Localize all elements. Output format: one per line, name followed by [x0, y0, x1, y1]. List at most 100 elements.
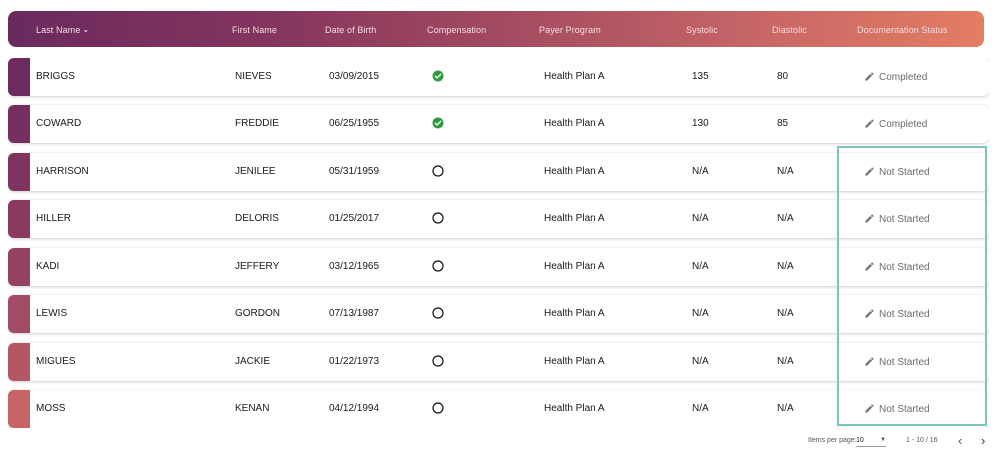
dropdown-caret-icon: ▼ [880, 437, 886, 443]
first-name-cell: GORDON [235, 308, 280, 319]
documentation-status-button[interactable]: Completed [864, 71, 927, 83]
table-row[interactable]: LEWIS GORDON 07/13/1987 Health Plan A N/A N/A… [8, 295, 989, 333]
systolic-cell: N/A [692, 403, 709, 414]
dob-cell: 06/25/1955 [329, 118, 380, 129]
chevron-down-icon[interactable]: ⌄ [82, 25, 90, 34]
row-color-swatch [8, 343, 30, 381]
dob-cell: 04/12/1994 [329, 403, 380, 414]
dob-cell: 03/09/2015 [329, 71, 380, 82]
payer-program-cell: Health Plan A [544, 403, 605, 414]
empty-circle-icon [432, 260, 444, 272]
pencil-icon [864, 262, 879, 273]
dob-cell: 01/22/1973 [329, 356, 380, 367]
last-name-cell: LEWIS [36, 308, 68, 319]
page-range: 1 - 10 / 16 [906, 437, 938, 444]
documentation-status-label: Not Started [879, 404, 930, 415]
pencil-icon [864, 167, 879, 178]
patient-table-body: BRIGGS NIEVES 03/09/2015 Health Plan A 135 80… [8, 58, 989, 428]
documentation-status-button[interactable]: Not Started [864, 403, 930, 415]
check-circle-icon [432, 70, 444, 82]
documentation-status-label: Not Started [879, 309, 930, 320]
systolic-cell: N/A [692, 308, 709, 319]
row-color-swatch [8, 390, 30, 428]
first-name-cell: JACKIE [235, 356, 271, 367]
table-row[interactable]: HILLER DELORIS 01/25/2017 Health Plan A N/A N… [8, 200, 989, 238]
row-color-swatch [8, 200, 30, 238]
documentation-status-button[interactable]: Not Started [864, 356, 930, 368]
diastolic-cell: N/A [777, 308, 794, 319]
row-color-swatch [8, 153, 30, 191]
pagination-bar: Items per page: 10 ▼ 1 - 10 / 16 ‹ › [0, 433, 1000, 450]
documentation-status-button[interactable]: Not Started [864, 166, 930, 178]
last-name-cell: MIGUES [36, 356, 76, 367]
col-header-diastolic[interactable]: Diastolic [772, 25, 807, 35]
payer-program-cell: Health Plan A [544, 166, 605, 177]
pencil-icon [864, 72, 879, 83]
diastolic-cell: N/A [777, 261, 794, 272]
items-per-page-value: 10 [856, 437, 864, 444]
documentation-status-button[interactable]: Completed [864, 118, 927, 130]
last-name-cell: HILLER [36, 213, 72, 224]
first-name-cell: DELORIS [235, 213, 279, 224]
payer-program-cell: Health Plan A [544, 308, 605, 319]
table-header: Last Name ⌄ First Name Date of Birth Comp… [8, 11, 984, 47]
dob-cell: 07/13/1987 [329, 308, 380, 319]
col-header-systolic[interactable]: Systolic [686, 25, 718, 35]
pencil-icon [864, 309, 879, 320]
table-row[interactable]: HARRISON JENILEE 05/31/1959 Health Plan A N/… [8, 153, 989, 191]
systolic-cell: 130 [692, 118, 709, 129]
last-name-cell: KADI [36, 261, 60, 272]
chevron-right-icon[interactable]: › [981, 433, 986, 448]
table-row[interactable]: KADI JEFFERY 03/12/1965 Health Plan A N/A N/A… [8, 248, 989, 286]
first-name-cell: KENAN [235, 403, 270, 414]
col-header-last-name-label: Last Name [36, 25, 81, 35]
documentation-status-button[interactable]: Not Started [864, 308, 930, 320]
diastolic-cell: N/A [777, 166, 794, 177]
systolic-cell: N/A [692, 356, 709, 367]
empty-circle-icon [432, 355, 444, 367]
documentation-status-button[interactable]: Not Started [864, 261, 930, 273]
items-per-page-select[interactable]: 10 ▼ [856, 435, 886, 447]
documentation-status-label: Not Started [879, 214, 930, 225]
payer-program-cell: Health Plan A [544, 261, 605, 272]
col-header-compensation[interactable]: Compensation [427, 25, 487, 35]
first-name-cell: JEFFERY [235, 261, 280, 272]
dob-cell: 01/25/2017 [329, 213, 380, 224]
items-per-page-label: Items per page: [808, 437, 857, 444]
table-row[interactable]: COWARD FREDDIE 06/25/1955 Health Plan A 130 8… [8, 105, 989, 143]
documentation-status-label: Completed [879, 72, 928, 83]
empty-circle-icon [432, 165, 444, 177]
empty-circle-icon [432, 212, 444, 224]
payer-program-cell: Health Plan A [544, 213, 605, 224]
documentation-status-label: Completed [879, 119, 928, 130]
dob-cell: 05/31/1959 [329, 166, 380, 177]
col-header-first-name[interactable]: First Name [232, 25, 278, 35]
table-row[interactable]: BRIGGS NIEVES 03/09/2015 Health Plan A 135 80… [8, 58, 989, 96]
row-color-swatch [8, 295, 30, 333]
table-row[interactable]: MOSS KENAN 04/12/1994 Health Plan A N/A N/A No… [8, 390, 989, 428]
col-header-doc-status[interactable]: Documentation Status [857, 25, 948, 35]
documentation-status-button[interactable]: Not Started [864, 213, 930, 225]
col-header-payer-program[interactable]: Payer Program [539, 25, 601, 35]
last-name-cell: HARRISON [36, 166, 89, 177]
last-name-cell: COWARD [36, 118, 82, 129]
first-name-cell: FREDDIE [235, 118, 279, 129]
diastolic-cell: 80 [777, 71, 789, 82]
pencil-icon [864, 214, 879, 225]
payer-program-cell: Health Plan A [544, 71, 605, 82]
diastolic-cell: N/A [777, 356, 794, 367]
table-row[interactable]: MIGUES JACKIE 01/22/1973 Health Plan A N/A N/… [8, 343, 989, 381]
empty-circle-icon [432, 402, 444, 414]
diastolic-cell: N/A [777, 403, 794, 414]
last-name-cell: MOSS [36, 403, 66, 414]
chevron-left-icon[interactable]: ‹ [958, 433, 963, 448]
diastolic-cell: N/A [777, 213, 794, 224]
dob-cell: 03/12/1965 [329, 261, 380, 272]
row-color-swatch [8, 58, 30, 96]
col-header-last-name[interactable]: Last Name ⌄ [36, 25, 89, 35]
row-color-swatch [8, 248, 30, 286]
pencil-icon [864, 404, 879, 415]
empty-circle-icon [432, 307, 444, 319]
last-name-cell: BRIGGS [36, 71, 75, 82]
col-header-dob[interactable]: Date of Birth [325, 25, 377, 35]
